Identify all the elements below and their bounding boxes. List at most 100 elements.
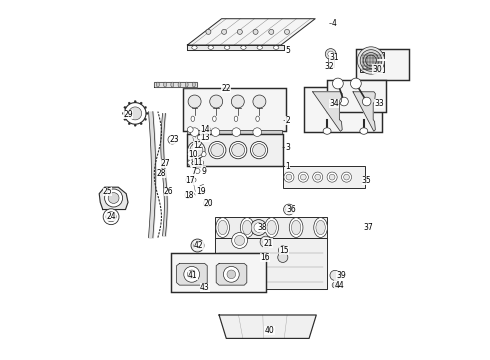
Circle shape bbox=[330, 270, 340, 280]
Circle shape bbox=[134, 100, 136, 103]
Text: 34: 34 bbox=[329, 99, 339, 108]
Polygon shape bbox=[99, 187, 128, 210]
Text: 37: 37 bbox=[363, 223, 373, 232]
Circle shape bbox=[187, 127, 193, 132]
Text: 5: 5 bbox=[285, 46, 290, 55]
Circle shape bbox=[188, 160, 193, 165]
Circle shape bbox=[129, 107, 142, 120]
Circle shape bbox=[285, 30, 290, 34]
Circle shape bbox=[284, 172, 294, 182]
Circle shape bbox=[232, 144, 245, 157]
Text: 14: 14 bbox=[200, 125, 210, 134]
Circle shape bbox=[252, 144, 266, 157]
Bar bbox=[360, 52, 384, 72]
Circle shape bbox=[231, 95, 245, 108]
Circle shape bbox=[204, 200, 211, 207]
Text: 19: 19 bbox=[196, 187, 206, 196]
Polygon shape bbox=[313, 92, 342, 131]
Polygon shape bbox=[353, 92, 375, 131]
Ellipse shape bbox=[178, 82, 181, 87]
Circle shape bbox=[210, 95, 222, 108]
Text: 23: 23 bbox=[170, 135, 180, 144]
Circle shape bbox=[190, 128, 199, 136]
Circle shape bbox=[128, 123, 130, 125]
Circle shape bbox=[190, 144, 203, 157]
Circle shape bbox=[254, 223, 263, 232]
Ellipse shape bbox=[192, 46, 197, 49]
Circle shape bbox=[104, 189, 122, 207]
Circle shape bbox=[192, 143, 197, 148]
Circle shape bbox=[103, 209, 119, 225]
Text: 17: 17 bbox=[186, 176, 195, 185]
Circle shape bbox=[186, 178, 189, 182]
Circle shape bbox=[269, 30, 274, 34]
Circle shape bbox=[197, 135, 202, 140]
Text: 25: 25 bbox=[103, 187, 112, 196]
Circle shape bbox=[128, 102, 130, 104]
Ellipse shape bbox=[267, 220, 276, 235]
Circle shape bbox=[366, 55, 376, 66]
Circle shape bbox=[253, 128, 262, 136]
Circle shape bbox=[232, 128, 241, 136]
Circle shape bbox=[164, 189, 170, 194]
Circle shape bbox=[195, 168, 200, 174]
Text: 15: 15 bbox=[279, 246, 289, 255]
Circle shape bbox=[140, 102, 142, 104]
Circle shape bbox=[329, 174, 335, 180]
Text: 33: 33 bbox=[374, 99, 384, 108]
Circle shape bbox=[363, 53, 379, 68]
Circle shape bbox=[340, 97, 348, 106]
Circle shape bbox=[188, 95, 201, 108]
Text: 27: 27 bbox=[160, 159, 170, 168]
Ellipse shape bbox=[256, 116, 259, 121]
Circle shape bbox=[253, 30, 258, 34]
Circle shape bbox=[263, 239, 269, 245]
Polygon shape bbox=[216, 264, 247, 285]
Ellipse shape bbox=[292, 220, 301, 235]
Bar bbox=[216, 217, 327, 238]
Circle shape bbox=[184, 266, 199, 282]
Text: 41: 41 bbox=[188, 271, 197, 280]
Text: 18: 18 bbox=[184, 191, 194, 199]
Ellipse shape bbox=[164, 82, 167, 87]
Text: 11: 11 bbox=[194, 158, 203, 167]
Text: 22: 22 bbox=[221, 84, 231, 93]
Circle shape bbox=[187, 270, 196, 279]
Ellipse shape bbox=[273, 46, 279, 49]
Circle shape bbox=[146, 112, 148, 114]
Circle shape bbox=[260, 236, 271, 248]
Polygon shape bbox=[187, 19, 315, 45]
Circle shape bbox=[140, 123, 142, 125]
Circle shape bbox=[286, 207, 292, 212]
Bar bbox=[171, 253, 266, 292]
Circle shape bbox=[108, 193, 119, 203]
Circle shape bbox=[253, 95, 266, 108]
Text: 13: 13 bbox=[200, 133, 210, 142]
Bar bbox=[183, 88, 286, 131]
Text: 42: 42 bbox=[194, 241, 204, 250]
Text: 32: 32 bbox=[325, 62, 334, 71]
Circle shape bbox=[124, 107, 126, 109]
Ellipse shape bbox=[218, 220, 227, 235]
Polygon shape bbox=[187, 45, 284, 50]
Ellipse shape bbox=[171, 82, 174, 87]
Ellipse shape bbox=[243, 220, 252, 235]
Circle shape bbox=[227, 270, 236, 279]
Circle shape bbox=[198, 160, 204, 165]
Text: 35: 35 bbox=[362, 176, 371, 185]
Ellipse shape bbox=[257, 46, 263, 49]
Ellipse shape bbox=[289, 217, 303, 238]
Circle shape bbox=[201, 152, 206, 157]
Circle shape bbox=[328, 51, 334, 57]
Polygon shape bbox=[176, 264, 207, 285]
Circle shape bbox=[122, 112, 124, 114]
Text: 7: 7 bbox=[192, 166, 196, 175]
Ellipse shape bbox=[323, 128, 331, 134]
Text: 40: 40 bbox=[265, 326, 274, 335]
Circle shape bbox=[221, 30, 227, 34]
Text: 31: 31 bbox=[329, 53, 339, 62]
Ellipse shape bbox=[191, 116, 195, 121]
Circle shape bbox=[124, 103, 146, 124]
Circle shape bbox=[363, 97, 371, 106]
Circle shape bbox=[185, 192, 192, 198]
